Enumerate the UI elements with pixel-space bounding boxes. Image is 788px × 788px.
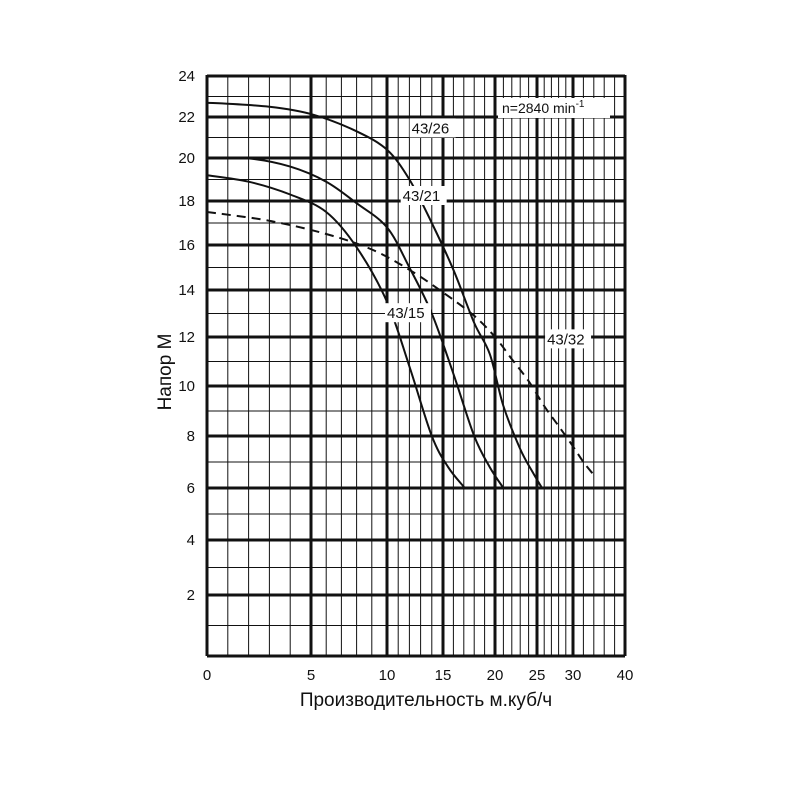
- series-label-background: [385, 303, 431, 323]
- x-tick-label: 10: [379, 667, 396, 684]
- y-tick-label: 12: [178, 329, 195, 346]
- y-tick-label: 10: [178, 378, 195, 395]
- series-line-43-21: [206, 156, 505, 489]
- series-label-43-26: 43/26: [412, 120, 450, 137]
- y-tick-label: 20: [178, 150, 195, 167]
- series-line-43-26: [206, 101, 543, 489]
- x-tick-label: 30: [565, 667, 582, 684]
- y-tick-label: 24: [178, 68, 195, 85]
- y-tick-label: 4: [187, 532, 195, 549]
- x-tick-label: 20: [487, 667, 504, 684]
- speed-annotation-text: n=2840 min: [502, 100, 576, 116]
- y-tick-label: 2: [187, 587, 195, 604]
- series-line-43-32: [206, 211, 595, 476]
- series-label-background: [545, 329, 592, 349]
- y-tick-label: 18: [178, 193, 195, 210]
- x-tick-label: 40: [617, 667, 634, 684]
- series-label-background: [409, 118, 456, 138]
- x-tick-label: 0: [203, 667, 211, 684]
- series: [206, 101, 595, 489]
- series-labels: 43/26 43/21 43/15 43/32: [385, 98, 610, 349]
- y-tick-label: 8: [187, 428, 195, 445]
- series-label-background: [400, 186, 447, 205]
- annotation-background: [498, 98, 610, 118]
- series-label-43-15: 43/15: [387, 305, 425, 322]
- x-tick-label: 15: [435, 667, 452, 684]
- y-axis-title: Напор М: [155, 334, 176, 411]
- x-tick-label: 25: [529, 667, 546, 684]
- speed-annotation-superscript: -1: [576, 99, 585, 110]
- x-tick-label: 5: [307, 667, 315, 684]
- y-tick-label: 16: [178, 237, 195, 254]
- x-axis-title: Производительность м.куб/ч: [300, 690, 552, 711]
- y-tick-label: 14: [178, 282, 195, 299]
- series-label-43-32: 43/32: [547, 331, 585, 348]
- y-tick-label: 6: [187, 480, 195, 497]
- series-line-43-15: [206, 174, 466, 489]
- speed-annotation: n=2840 min-1: [502, 99, 585, 116]
- y-tick-label: 22: [178, 109, 195, 126]
- series-label-43-21: 43/21: [403, 188, 441, 205]
